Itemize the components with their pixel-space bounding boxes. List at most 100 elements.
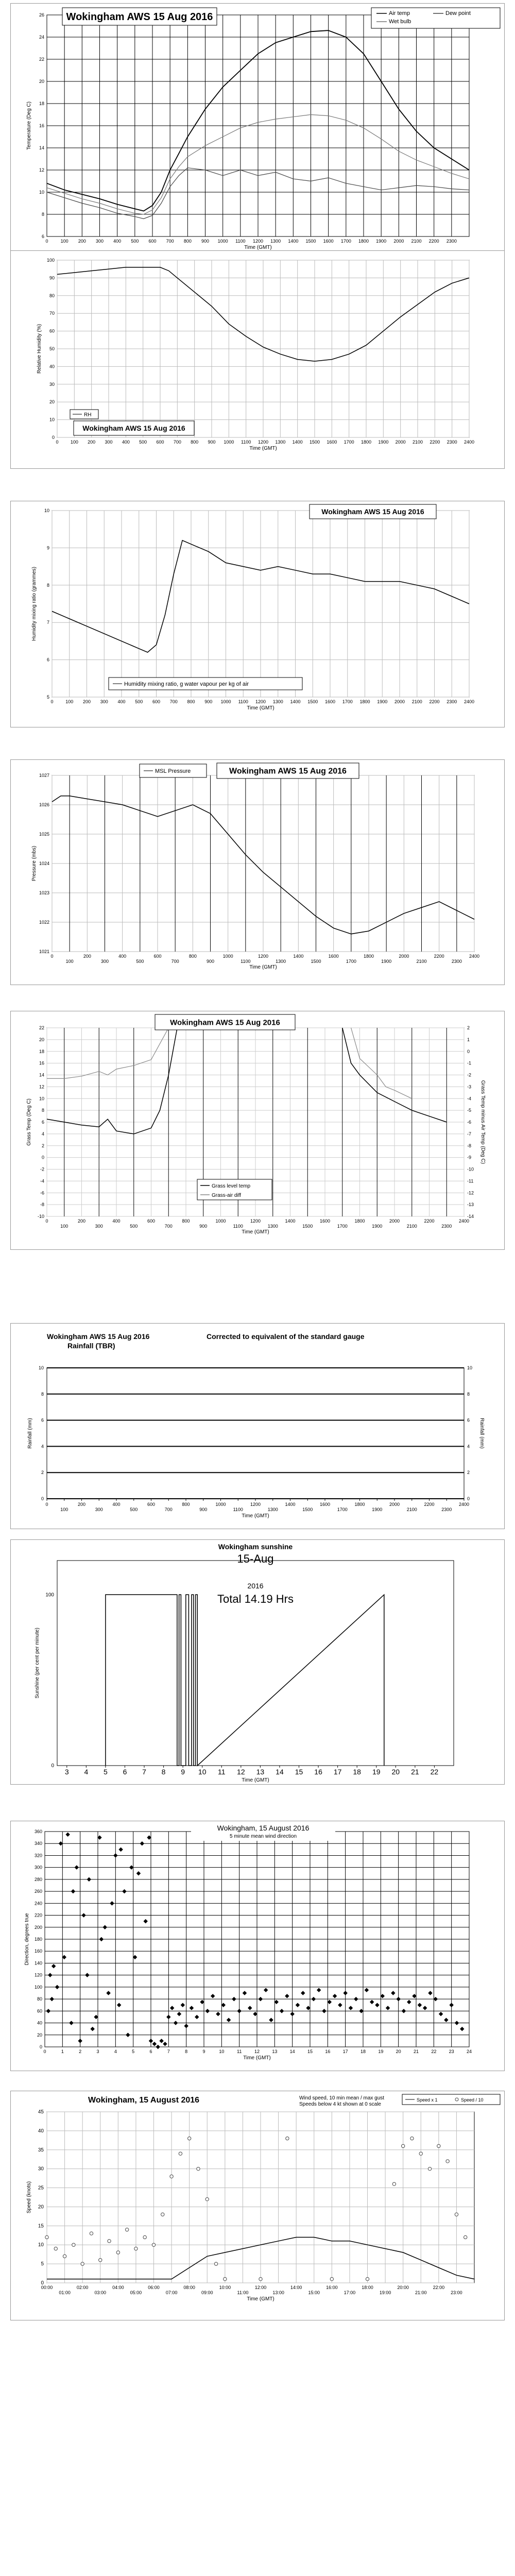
x-tick-label: 23:00 (451, 2290, 462, 2295)
gust-point (427, 2166, 432, 2171)
y-tick-label: 200 (35, 1925, 42, 1930)
x-axis-label: Time (GMT) (249, 446, 277, 451)
x-tick-label: 300 (101, 959, 109, 964)
y-tick-label: 5 (47, 694, 49, 700)
y2-tick-label: 8 (467, 1392, 470, 1397)
x-tick-label: 1200 (255, 699, 266, 704)
direction-point (454, 2021, 459, 2025)
x-tick-label: 3 (65, 1768, 69, 1776)
x-tick-label: 1000 (223, 954, 233, 959)
x-tick-label: 1600 (325, 699, 335, 704)
gust-point (116, 2250, 121, 2255)
x-tick-label: 1600 (320, 1502, 330, 1507)
x-tick-label: 11 (237, 2049, 242, 2054)
legend-box (402, 2094, 501, 2105)
y-tick-label: 140 (35, 1960, 42, 1965)
y2-tick-label: -7 (467, 1131, 471, 1137)
x-tick-label: 5 (132, 2049, 134, 2054)
x-tick-label: 1200 (253, 239, 263, 244)
y-tick-label: 18 (39, 1049, 44, 1054)
gust-point (54, 2246, 58, 2251)
chart-title: Wokingham AWS 15 Aug 2016 (229, 767, 347, 776)
x-tick-label: 1200 (258, 954, 268, 959)
wind-speed-chart: 0 5 10 15 20 25 30 35 40 45 00:00 02:00 04:00 06:00 08… (26, 2094, 501, 2302)
gust-point (437, 2144, 441, 2148)
x-tick-label: 300 (95, 1224, 103, 1229)
y-tick-label: 1024 (39, 861, 49, 866)
y2-tick-label: 0 (467, 1049, 470, 1054)
x-tick-label: 9 (181, 1768, 185, 1776)
gust-point (187, 2136, 192, 2141)
x-tick-label: 1800 (361, 439, 371, 445)
y-tick-label: 100 (35, 1985, 42, 1990)
x-tick-label: 2400 (459, 1502, 469, 1507)
y-tick-label: 100 (45, 1592, 54, 1598)
series-line (47, 2236, 475, 2280)
y-tick-label: 7 (47, 620, 49, 625)
x-tick-label: 1400 (293, 439, 303, 445)
x-tick-label: 600 (148, 239, 156, 244)
x-tick-label: 5 (104, 1768, 108, 1776)
legend-swatch (455, 2097, 459, 2102)
x-tick-label: 1500 (311, 959, 321, 964)
x-tick-label: 2200 (430, 439, 440, 445)
y-tick-label: 10 (38, 2242, 44, 2248)
direction-point (163, 2041, 167, 2046)
y-tick-label: 60 (49, 329, 55, 334)
legend-label: Humidity mixing ratio, g water vapour pe… (124, 681, 249, 687)
x-tick-label: 1300 (270, 239, 281, 244)
x-tick-label: 500 (130, 1507, 138, 1512)
y-tick-label: 10 (44, 508, 49, 513)
y2-tick-label: -13 (467, 1202, 474, 1207)
y2-tick-label: -12 (467, 1190, 474, 1195)
x-tick-label: 2000 (389, 1218, 400, 1224)
direction-point (173, 2021, 178, 2025)
grass-temp-chart-panel: -10 -8 -6 -4 -2 0 2 4 6 8 10 12 14 16 18 20 22 0 200 400 600… (10, 1011, 505, 1250)
x-tick-label: 700 (165, 1224, 173, 1229)
y-axis-label: Rainfall (mm) (27, 1418, 33, 1448)
x-tick-label: 500 (139, 439, 147, 445)
y-tick-label: -6 (40, 1190, 44, 1195)
temperature-chart-panel: 6 8 10 12 14 16 18 20 22 24 26 0 100 200 300 400 500 600 7… (10, 3, 505, 264)
y-tick-label: 60 (37, 2008, 42, 2013)
direction-point (226, 2018, 231, 2022)
y-axis-label: Relative Humidity (%) (37, 324, 42, 374)
y2-tick-label: -8 (467, 1143, 471, 1148)
x-tick-label: 18 (360, 2049, 366, 2054)
chart-note: Corrected to equivalent of the standard … (207, 1332, 365, 1341)
direction-point (242, 1991, 247, 1995)
x-tick-label: 12:00 (255, 2285, 267, 2290)
x-tick-label: 21 (414, 2049, 419, 2054)
x-tick-label: 1900 (376, 239, 386, 244)
y-tick-label: 6 (41, 1418, 44, 1423)
wind-speed-chart-panel: 0 5 10 15 20 25 30 35 40 45 00:00 02:00 04:00 06:00 08… (10, 2091, 505, 2320)
gust-point (223, 2277, 227, 2281)
y-tick-label: 0 (51, 1763, 54, 1769)
x-tick-label: 500 (130, 1224, 138, 1229)
x-tick-label: 500 (135, 699, 143, 704)
y-tick-label: 25 (38, 2185, 44, 2191)
x-tick-label: 1600 (327, 439, 337, 445)
x-tick-label: 1100 (233, 1224, 243, 1229)
y-tick-label: 12 (39, 1084, 44, 1089)
x-tick-label: 600 (152, 699, 160, 704)
x-tick-label: 3 (96, 2049, 99, 2054)
chart-title: Wokingham, 15 August 2016 (88, 2096, 199, 2105)
x-tick-label: 24 (467, 2049, 472, 2054)
x-tick-label: 800 (182, 1218, 190, 1224)
x-tick-label: 1800 (354, 1218, 365, 1224)
y2-tick-label: 6 (467, 1418, 470, 1423)
x-tick-label: 19 (372, 1768, 381, 1776)
x-tick-label: 1100 (235, 239, 245, 244)
y-tick-label: 35 (38, 2147, 44, 2153)
y-tick-label: 360 (35, 1829, 42, 1834)
direction-point (316, 1988, 321, 1992)
humidity-chart-panel: 0 10 20 30 40 50 60 70 80 90 100 0 100 200 300 400 500 60… (10, 250, 505, 469)
x-tick-label: 0 (45, 1502, 48, 1507)
direction-point (263, 1988, 268, 1992)
y-tick-label: 180 (35, 1937, 42, 1942)
x-tick-label: 1300 (268, 1224, 278, 1229)
x-tick-label: 2000 (399, 954, 409, 959)
x-tick-label: 7 (142, 1768, 146, 1776)
